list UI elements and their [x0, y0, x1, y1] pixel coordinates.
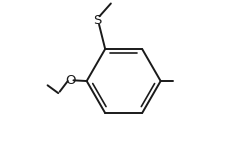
Text: S: S — [93, 14, 101, 27]
Text: O: O — [65, 74, 75, 87]
